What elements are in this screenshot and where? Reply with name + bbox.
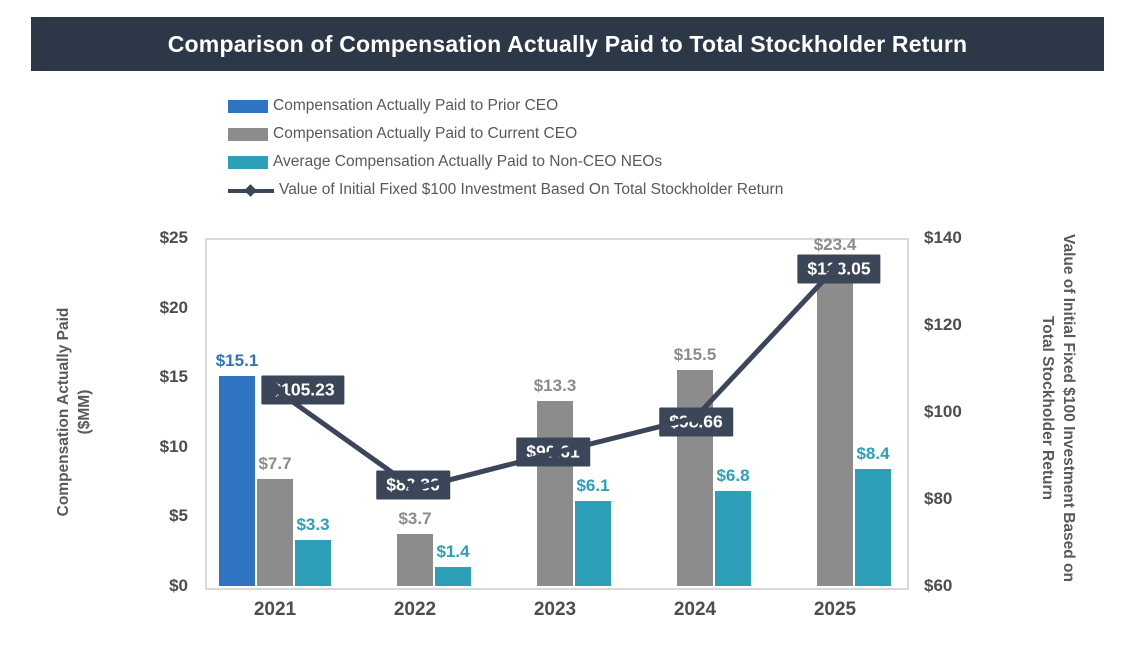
x-axis-label: 2024	[673, 599, 717, 620]
legend-item-tsr-line: Value of Initial Fixed $100 Investment B…	[228, 176, 783, 204]
bar-non-ceo-neos-2021	[295, 540, 331, 586]
right-axis-tick: $80	[924, 489, 953, 508]
line-value-label: $82.36	[376, 470, 450, 500]
left-axis-tick: $20	[159, 297, 188, 317]
left-axis-title-line1: Compensation Actually Paid	[55, 307, 73, 517]
bar-current-ceo-2023	[537, 400, 573, 586]
chart-title-bar: Comparison of Compensation Actually Paid…	[31, 17, 1104, 71]
left-axis-tick: $0	[169, 576, 188, 595]
left-axis-tick: $10	[159, 436, 188, 456]
legend-label: Compensation Actually Paid to Prior CEO	[273, 97, 559, 114]
left-axis-tick: $15	[159, 367, 188, 387]
bar-non-ceo-neos-2024	[715, 491, 751, 586]
bar-value-label: $15.1	[215, 350, 259, 370]
chart-title: Comparison of Compensation Actually Paid…	[167, 30, 968, 57]
bar-current-ceo-2022	[397, 534, 433, 586]
right-axis-tick: $140	[924, 228, 962, 247]
line-value-label: $133.05	[797, 254, 881, 284]
bar-current-ceo-2024	[677, 370, 713, 586]
legend-label: Value of Initial Fixed $100 Investment B…	[279, 181, 784, 198]
bar-current-ceo-2021	[257, 478, 293, 586]
legend-swatch-prior-ceo-icon	[228, 99, 268, 113]
bar-prior-ceo-2021	[219, 375, 255, 586]
left-axis-tick: $25	[159, 228, 188, 247]
right-axis-title-line2: Total Stockholder Return	[1039, 315, 1056, 501]
bar-non-ceo-neos-2022	[435, 566, 471, 586]
x-axis-label: 2023	[533, 599, 577, 620]
legend-label: Average Compensation Actually Paid to No…	[273, 153, 663, 170]
legend: Compensation Actually Paid to Prior CEO …	[228, 92, 783, 204]
bar-current-ceo-2025	[817, 260, 853, 586]
bar-value-label: $8.4	[856, 444, 890, 464]
legend-line-diamond-icon	[228, 183, 274, 197]
legend-swatch-non-ceo-neos-icon	[228, 155, 268, 169]
line-value-label: $90.61	[516, 437, 590, 467]
right-axis-tick: $120	[924, 315, 962, 334]
x-axis-label: 2022	[393, 599, 437, 620]
bar-value-label: $1.4	[436, 541, 470, 561]
bar-value-label: $6.1	[576, 476, 610, 496]
legend-swatch-current-ceo-icon	[228, 127, 268, 141]
legend-item-current-ceo: Compensation Actually Paid to Current CE…	[228, 120, 783, 148]
line-value-label: $98.66	[659, 407, 733, 437]
right-axis-title-line1: Value of Initial Fixed $100 Investment B…	[1059, 233, 1077, 583]
legend-diamond-icon	[244, 183, 257, 197]
bar-value-label: $3.3	[296, 515, 330, 535]
right-axis-tick: $60	[924, 576, 953, 595]
bar-value-label: $23.4	[813, 235, 857, 255]
bar-value-label: $13.3	[533, 375, 577, 395]
left-axis-title-line2: ($MM)	[76, 389, 93, 435]
bar-value-label: $3.7	[398, 509, 432, 529]
bar-non-ceo-neos-2023	[575, 501, 611, 586]
right-axis-title: Value of Initial Fixed $100 Investment B…	[1036, 234, 1078, 582]
left-axis-title: Compensation Actually Paid ($MM)	[54, 308, 96, 517]
legend-label: Compensation Actually Paid to Current CE…	[273, 125, 578, 142]
bar-non-ceo-neos-2025	[855, 469, 891, 586]
bar-value-label: $6.8	[716, 466, 750, 486]
x-axis-label: 2021	[253, 599, 297, 620]
legend-item-prior-ceo: Compensation Actually Paid to Prior CEO	[228, 92, 783, 120]
right-axis-tick: $100	[924, 402, 962, 421]
left-axis-tick: $5	[169, 506, 188, 526]
line-value-label: $105.23	[261, 375, 345, 405]
legend-item-non-ceo-neos: Average Compensation Actually Paid to No…	[228, 148, 783, 176]
bar-value-label: $15.5	[673, 345, 717, 365]
x-axis-label: 2025	[813, 599, 857, 620]
bar-value-label: $7.7	[258, 453, 292, 473]
